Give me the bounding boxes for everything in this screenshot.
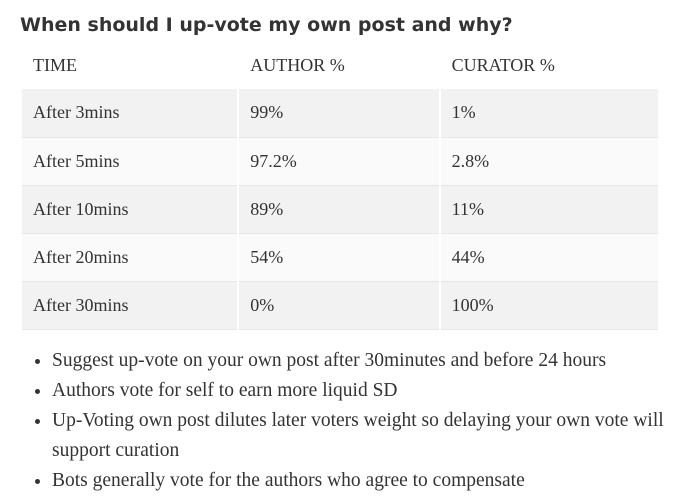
table-row: After 10mins 89% 11% [19,185,661,234]
list-item: Suggest up-vote on your own post after 3… [52,346,672,376]
curator-percent-cell: 11% [438,185,661,234]
time-cell: After 3mins [19,89,240,138]
author-percent-cell: 0% [237,281,441,330]
curator-percent-cell: 2.8% [438,137,661,186]
table-row: After 3mins 99% 1% [19,89,661,138]
header-row: TIME AUTHOR % CURATOR % [19,41,661,89]
table-row: After 5mins 97.2% 2.8% [19,137,661,186]
table-row: After 20mins 54% 44% [19,233,661,282]
table-header: TIME AUTHOR % CURATOR % [19,41,661,89]
list-item: Up-Voting own post dilutes later voters … [52,406,672,466]
time-cell: After 10mins [19,185,240,234]
page-title: When should I up-vote my own post and wh… [20,14,513,36]
time-cell: After 30mins [19,281,240,330]
column-header-curator-percent: CURATOR % [438,41,661,89]
curator-percent-cell: 100% [438,281,661,330]
list-item: Authors vote for self to earn more liqui… [52,376,672,406]
column-header-time: TIME [19,41,240,89]
author-percent-cell: 89% [237,185,441,234]
author-percent-cell: 99% [237,89,441,138]
column-header-author-percent: AUTHOR % [237,41,441,89]
curator-percent-cell: 1% [438,89,661,138]
table-row: After 30mins 0% 100% [19,281,661,330]
author-percent-cell: 97.2% [237,137,441,186]
time-cell: After 20mins [19,233,240,282]
notes-list: Suggest up-vote on your own post after 3… [32,346,672,496]
curator-percent-cell: 44% [438,233,661,282]
list-item: Bots generally vote for the authors who … [52,466,672,496]
table-body: After 3mins 99% 1% After 5mins 97.2% 2.8… [19,89,661,330]
author-percent-cell: 54% [237,233,441,282]
vote-share-table: TIME AUTHOR % CURATOR % After 3mins 99% … [19,41,661,330]
time-cell: After 5mins [19,137,240,186]
